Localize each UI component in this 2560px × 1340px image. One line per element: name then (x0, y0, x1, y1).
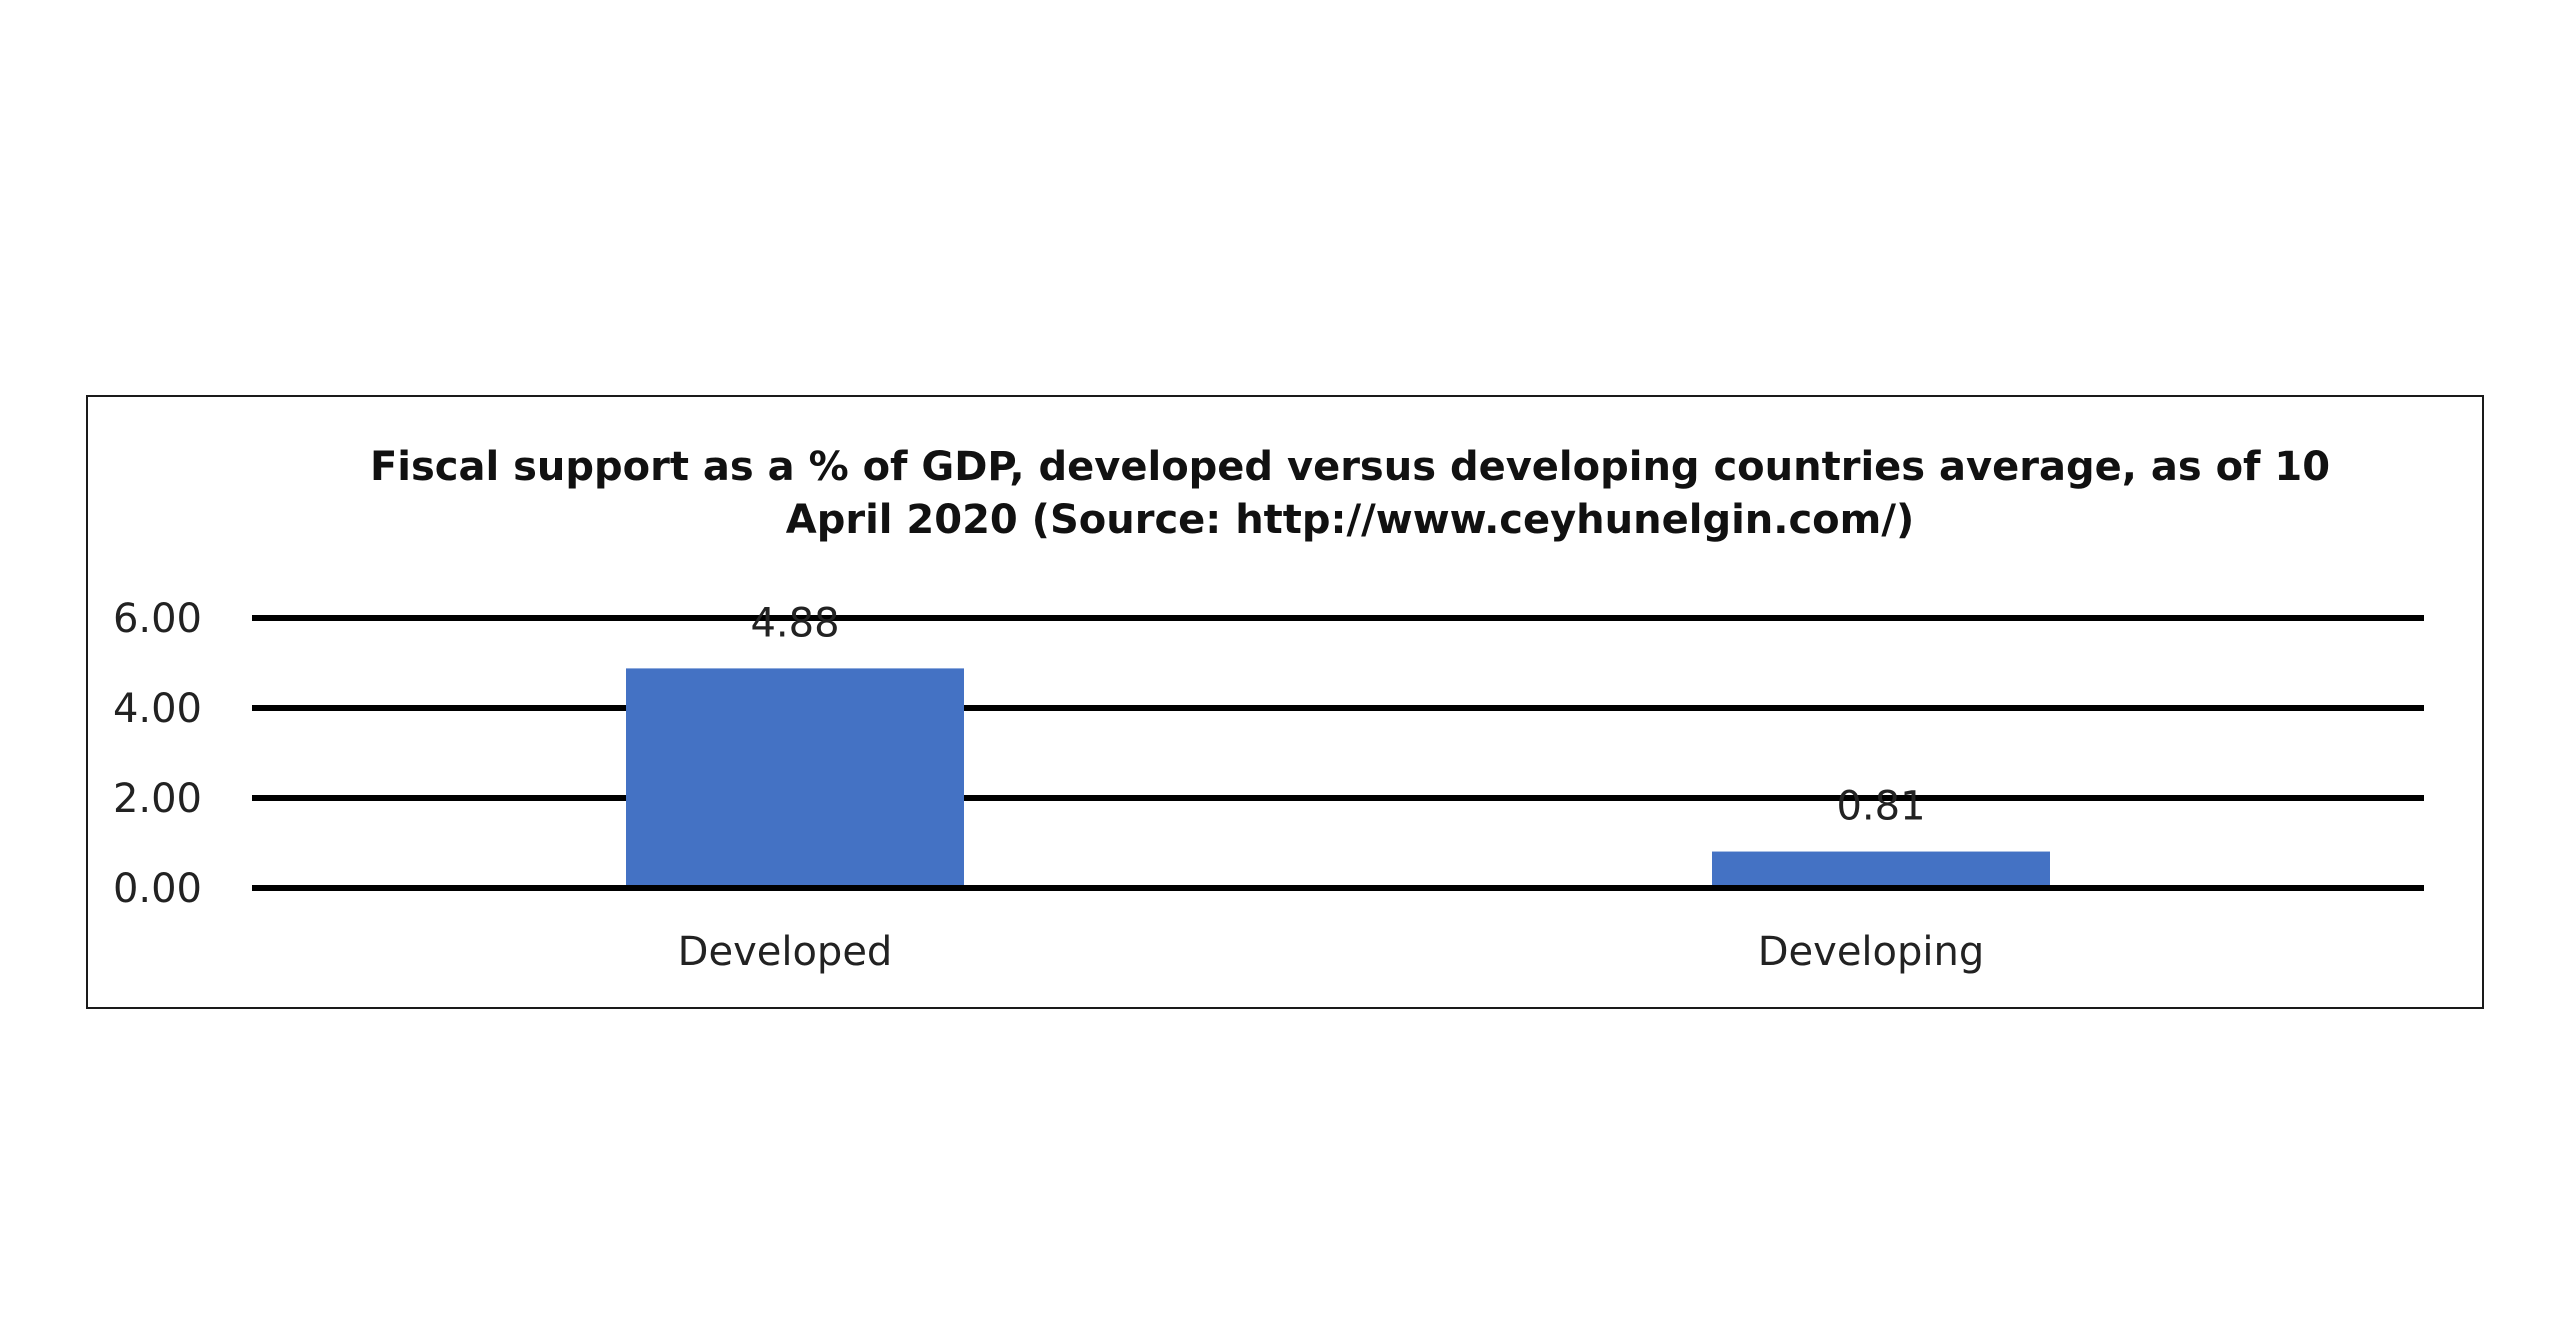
data-labels: 4.88 0.81 (252, 600, 2424, 891)
y-tick-label: 4.00 (113, 686, 202, 732)
y-tick-label: 6.00 (113, 596, 202, 642)
data-label-developed: 4.88 (750, 600, 839, 646)
y-tick-label: 0.00 (113, 866, 202, 912)
gridlines (252, 615, 2424, 891)
bar-developing (1712, 851, 2050, 888)
chart-frame (86, 395, 2484, 1009)
data-label-developing: 0.81 (1836, 784, 1925, 830)
bar-developed (626, 668, 964, 888)
chart-title: Fiscal support as a % of GDP, developed … (370, 444, 2330, 543)
y-tick-label: 2.00 (113, 776, 202, 822)
x-axis-category-labels: Developed Developing (678, 929, 1985, 975)
bars (626, 668, 2050, 888)
chart-title-line-2: April 2020 (Source: http://www.ceyhunelg… (786, 497, 1914, 543)
x-category-label: Developing (1758, 929, 1985, 975)
x-category-label: Developed (678, 929, 893, 975)
chart-title-line-1: Fiscal support as a % of GDP, developed … (370, 444, 2330, 490)
y-axis-tick-labels: 0.00 2.00 4.00 6.00 (113, 596, 202, 912)
